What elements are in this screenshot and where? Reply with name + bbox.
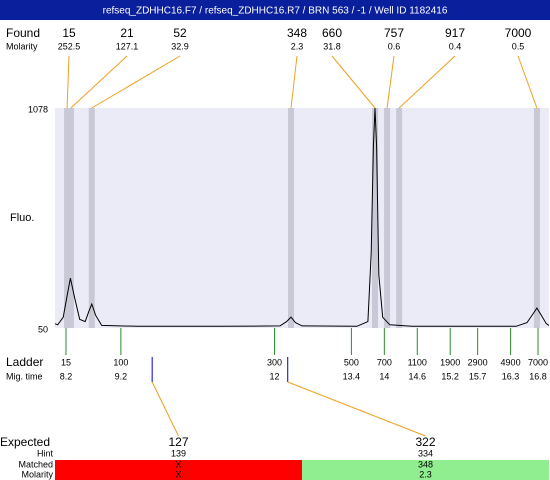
peak-band [288,108,295,328]
hint-label: Hint [37,448,54,458]
ladder-size: 7000 [528,357,548,367]
ladder-size: 1100 [408,357,427,367]
found-size: 917 [445,26,465,40]
ladder-mig-time: 8.2 [60,371,73,381]
found-size: 7000 [505,26,532,40]
found-leader [517,55,538,109]
peak-band [67,108,74,328]
found-molarity: 127.1 [116,41,139,51]
found-size: 660 [322,26,342,40]
found-molarity: 31.8 [323,41,341,51]
found-leader [70,55,128,109]
ladder-mig-time: 13.4 [343,371,361,381]
found-leader [290,55,298,109]
matched-bar [302,460,549,480]
ladder-mig-time: 15.7 [469,371,487,381]
peak-band [533,108,540,328]
found-leader [398,55,456,109]
expected-matched: X [175,459,181,469]
expected-molarity: X [175,469,181,479]
peak-band [372,108,379,328]
ladder-size: 500 [344,357,359,367]
expected-label: Expected [0,435,50,449]
ladder-size: 2900 [468,357,488,367]
found-leader [331,55,376,109]
expected-size: 322 [415,435,435,449]
mig-time-label: Mig. time [6,371,43,381]
found-size: 52 [173,26,187,40]
y-axis-label: Fluo. [10,212,34,224]
header-title: refseq_ZDHHC16.F7 / refseq_ZDHHC16.R7 / … [103,6,448,17]
found-leader [386,55,395,109]
ladder-mig-time: 16.3 [502,371,520,381]
ladder-mig-time: 14 [379,371,389,381]
expected-matched: 348 [418,459,433,469]
peak-band [64,108,71,328]
ladder-size: 700 [377,357,392,367]
found-size: 757 [384,26,404,40]
ladder-size: 1900 [440,357,460,367]
trace [54,107,550,327]
plot-area [55,108,549,328]
found-size: 15 [62,26,76,40]
ladder-size: 4900 [501,357,521,367]
expected-molarity: 2.3 [419,469,432,479]
molarity-label: Molarity [6,41,38,51]
expected-size: 127 [168,435,188,449]
ladder-label: Ladder [6,355,43,369]
found-molarity: 0.6 [388,41,401,51]
found-leader [66,55,70,109]
expected-molarity-label: Molarity [21,469,53,479]
found-size: 348 [287,26,307,40]
ladder-size: 100 [113,357,128,367]
ladder-size: 15 [61,357,71,367]
found-size: 21 [120,26,134,40]
ladder-mig-time: 15.2 [441,371,459,381]
expected-hint: 139 [171,448,186,458]
peak-band [384,108,391,328]
matched-bar [55,460,302,480]
peak-band [396,108,403,328]
found-label: Found [6,26,40,40]
peak-band [88,108,95,328]
expected-leader [151,381,179,437]
ladder-mig-time: 14.6 [409,371,427,381]
expected-leader [287,381,426,437]
ladder-mig-time: 16.8 [529,371,547,381]
y-tick-label: 1078 [28,104,48,114]
y-tick-label: 50 [38,324,48,334]
found-molarity: 252.5 [58,41,81,51]
found-molarity: 0.5 [512,41,525,51]
ladder-mig-time: 9.2 [115,371,128,381]
found-molarity: 32.9 [171,41,189,51]
found-molarity: 0.4 [449,41,462,51]
header-bar [0,0,550,20]
matched-label: Matched [18,459,53,469]
ladder-mig-time: 12 [270,371,280,381]
found-molarity: 2.3 [291,41,304,51]
found-leader [91,55,181,109]
expected-hint: 334 [418,448,433,458]
ladder-size: 300 [267,357,282,367]
